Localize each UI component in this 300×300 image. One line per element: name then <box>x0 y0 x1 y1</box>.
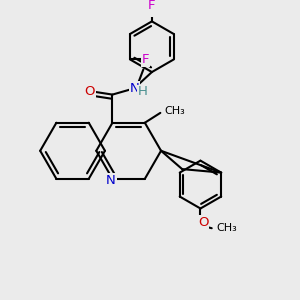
Text: F: F <box>148 0 156 12</box>
Text: CH₃: CH₃ <box>216 223 237 233</box>
Text: F: F <box>142 53 149 66</box>
Text: O: O <box>198 216 208 229</box>
Text: N: N <box>130 82 139 95</box>
Text: N: N <box>106 174 116 187</box>
Text: O: O <box>85 85 95 98</box>
Text: H: H <box>138 85 148 98</box>
Text: CH₃: CH₃ <box>164 106 185 116</box>
